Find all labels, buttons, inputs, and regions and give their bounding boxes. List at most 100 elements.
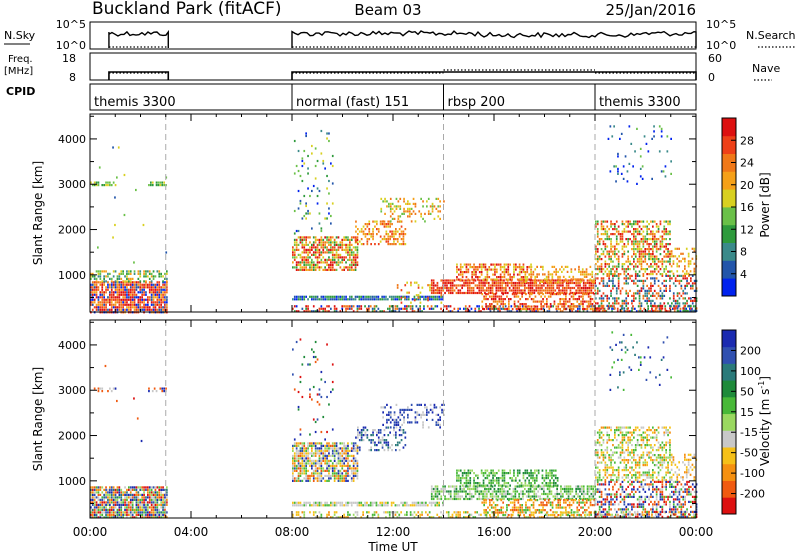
- velocity-cell: [347, 457, 349, 460]
- power-cell: [157, 181, 160, 184]
- velocity-cell: [567, 511, 570, 514]
- velocity-cell: [307, 452, 309, 455]
- power-cell: [393, 205, 396, 208]
- velocity-cell: [93, 496, 96, 499]
- power-cell: [653, 270, 656, 273]
- velocity-cell: [143, 508, 145, 511]
- velocity-cell: [307, 442, 309, 445]
- power-cell: [659, 268, 662, 271]
- power-cell: [491, 281, 494, 285]
- power-cell: [569, 286, 572, 290]
- power-cell: [295, 248, 298, 251]
- velocity-cell: [107, 498, 109, 501]
- power-cell: [546, 286, 549, 290]
- power-cell: [393, 240, 395, 243]
- power-cell: [301, 243, 304, 246]
- power-cell: [663, 255, 666, 258]
- power-cell: [101, 301, 104, 304]
- power-cell: [369, 298, 372, 301]
- power-cell: [652, 235, 654, 238]
- power-cell: [320, 305, 323, 308]
- power-cell: [687, 260, 690, 263]
- power-cell: [516, 284, 519, 287]
- velocity-cell: [326, 457, 328, 460]
- power-cell: [480, 273, 483, 276]
- power-cell: [518, 291, 520, 295]
- power-cell: [602, 240, 605, 243]
- power-cell: [417, 286, 420, 289]
- power-cell: [562, 284, 564, 287]
- power-cell: [659, 289, 662, 292]
- power-cell: [571, 310, 573, 313]
- power-cell: [101, 288, 104, 291]
- velocity-cell: [337, 452, 340, 455]
- power-cell: [515, 266, 517, 269]
- power-cell: [303, 298, 306, 301]
- power-cell: [429, 212, 432, 215]
- velocity-cell: [305, 467, 307, 470]
- power-cell: [660, 307, 663, 310]
- power-cell: [546, 310, 549, 313]
- velocity-cell: [150, 511, 153, 514]
- power-cell: [526, 278, 529, 281]
- power-cell: [661, 265, 664, 268]
- power-cell: [122, 306, 124, 309]
- power-cell: [430, 286, 433, 290]
- velocity-cell: [141, 501, 143, 504]
- velocity-cell: [90, 501, 92, 504]
- power-cell: [682, 257, 684, 260]
- velocity-cell: [320, 442, 323, 445]
- power-cell: [352, 261, 355, 264]
- velocity-cell: [160, 503, 162, 506]
- power-cell: [644, 248, 647, 251]
- velocity-cell: [356, 464, 359, 467]
- velocity-cell: [114, 511, 117, 514]
- power-cell: [520, 284, 522, 287]
- power-cell: [116, 301, 119, 304]
- power-cell: [645, 310, 648, 313]
- power-cell: [309, 248, 311, 251]
- velocity-cell: [314, 454, 317, 457]
- velocity-cell: [347, 452, 349, 455]
- power-cell: [355, 230, 357, 233]
- nsky-panel: N.Sky 10^5 10^0 10^5 10^0 N.Search: [4, 18, 796, 52]
- power-cell: [606, 253, 609, 256]
- velocity-cell: [352, 464, 355, 467]
- power-cell: [402, 238, 405, 241]
- power-cell: [572, 275, 575, 278]
- power-cell: [162, 296, 164, 299]
- power-cell: [145, 308, 147, 311]
- power-cell: [120, 303, 123, 306]
- power-cell: [620, 172, 623, 175]
- power-cell: [475, 271, 477, 274]
- velocity-cell: [413, 501, 416, 504]
- power-cell: [652, 230, 654, 233]
- power-cell: [139, 301, 142, 304]
- power-cell: [318, 248, 321, 251]
- power-cell: [120, 277, 123, 280]
- power-cell: [633, 245, 635, 248]
- power-cell: [408, 215, 411, 218]
- power-cell: [326, 246, 328, 249]
- power-cell: [529, 289, 532, 292]
- power-cell: [164, 296, 166, 299]
- power-cell: [665, 273, 667, 276]
- power-cell: [312, 268, 315, 271]
- power-cell: [640, 304, 643, 307]
- power-cell: [112, 293, 115, 296]
- power-cell: [427, 284, 429, 287]
- power-cell: [669, 258, 671, 261]
- velocity-cell: [147, 516, 149, 519]
- power-cell: [442, 295, 444, 298]
- velocity-cell: [311, 398, 313, 401]
- velocity-cell: [131, 506, 134, 509]
- power-cell: [395, 233, 397, 236]
- power-cell: [299, 202, 302, 205]
- nsky-trace-0: [108, 29, 169, 48]
- velocity-cell: [352, 477, 355, 480]
- velocity-cell: [314, 467, 317, 470]
- power-cell: [583, 273, 586, 276]
- velocity-cell: [160, 498, 162, 501]
- power-cell: [335, 310, 338, 313]
- power-cell: [350, 248, 353, 251]
